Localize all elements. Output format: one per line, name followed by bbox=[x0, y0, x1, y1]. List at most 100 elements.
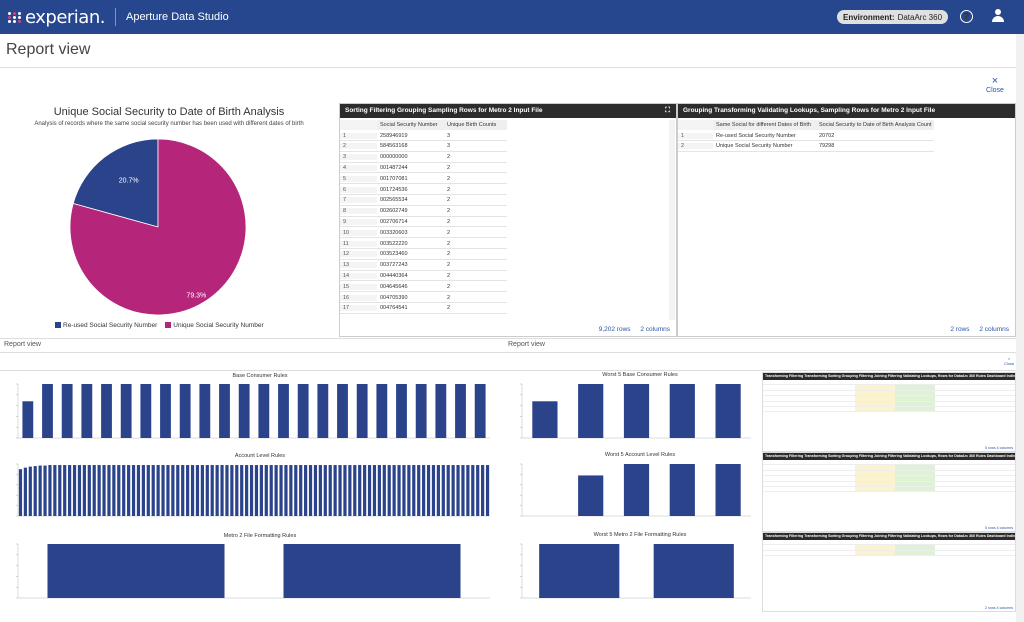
nested-close-button[interactable]: × Close bbox=[1004, 356, 1015, 366]
mini-table-row[interactable] bbox=[763, 460, 1015, 466]
bar[interactable] bbox=[435, 384, 447, 438]
bar[interactable] bbox=[33, 466, 37, 516]
mini-table-row[interactable] bbox=[763, 465, 1015, 471]
column-header[interactable]: Unique Birth Counts bbox=[444, 119, 507, 130]
bar[interactable] bbox=[22, 401, 34, 438]
bar[interactable] bbox=[461, 465, 465, 516]
bar[interactable] bbox=[205, 465, 209, 516]
bar[interactable] bbox=[269, 465, 273, 516]
bar[interactable] bbox=[333, 465, 337, 516]
bar[interactable] bbox=[455, 384, 466, 438]
bar[interactable] bbox=[195, 465, 200, 516]
table-row[interactable]: 6 001724536 2 bbox=[340, 185, 507, 195]
bar[interactable] bbox=[397, 465, 401, 516]
bar[interactable] bbox=[715, 384, 741, 438]
table-row[interactable]: 4 001487244 2 bbox=[340, 163, 507, 174]
table-row[interactable]: 11 003522220 2 bbox=[340, 239, 507, 249]
table-row[interactable]: 10 003320603 2 bbox=[340, 228, 507, 239]
bar[interactable] bbox=[254, 465, 259, 516]
table-row[interactable]: 13 003727243 2 bbox=[340, 261, 507, 271]
table-row[interactable]: 3 000000000 2 bbox=[340, 153, 507, 163]
bar[interactable] bbox=[279, 465, 283, 516]
bar[interactable] bbox=[264, 465, 268, 516]
mini-table-row[interactable] bbox=[763, 550, 1015, 557]
bar[interactable] bbox=[436, 465, 440, 516]
bar[interactable] bbox=[456, 465, 460, 516]
bar[interactable] bbox=[225, 465, 229, 516]
bar[interactable] bbox=[235, 465, 239, 516]
bar[interactable] bbox=[190, 465, 195, 516]
table-row[interactable]: 1 Re-used Social Security Number 20702 bbox=[678, 131, 934, 141]
bar[interactable] bbox=[120, 384, 132, 438]
table-row[interactable]: 2 584563168 3 bbox=[340, 142, 507, 152]
bar[interactable] bbox=[278, 384, 289, 438]
table-row[interactable]: 9 002706714 2 bbox=[340, 217, 507, 228]
bar[interactable] bbox=[407, 465, 411, 516]
bar[interactable] bbox=[47, 544, 225, 598]
bar[interactable] bbox=[623, 384, 650, 438]
bar[interactable] bbox=[28, 466, 32, 516]
bar[interactable] bbox=[289, 465, 293, 516]
bar[interactable] bbox=[376, 384, 388, 438]
mini-table-row[interactable] bbox=[763, 401, 1015, 407]
bar[interactable] bbox=[377, 465, 381, 516]
mini-table-row[interactable] bbox=[763, 390, 1015, 397]
bar[interactable] bbox=[112, 465, 116, 516]
mini-table-row[interactable] bbox=[763, 545, 1015, 551]
bar[interactable] bbox=[101, 384, 112, 438]
environment-badge[interactable]: Environment: DataArc 360 bbox=[837, 10, 949, 24]
bar[interactable] bbox=[58, 465, 62, 516]
bar[interactable] bbox=[338, 465, 342, 516]
bar[interactable] bbox=[669, 464, 695, 516]
bar[interactable] bbox=[23, 467, 27, 516]
bar[interactable] bbox=[136, 465, 141, 516]
bar[interactable] bbox=[77, 465, 82, 516]
bar[interactable] bbox=[412, 465, 416, 516]
bar[interactable] bbox=[337, 384, 348, 438]
legend-item-reused[interactable]: Re-used Social Security Number bbox=[55, 322, 157, 329]
bar[interactable] bbox=[284, 465, 288, 516]
bar[interactable] bbox=[485, 465, 490, 516]
bar[interactable] bbox=[532, 401, 558, 438]
experian-logo[interactable]: experian. bbox=[8, 7, 105, 28]
bar[interactable] bbox=[669, 384, 695, 438]
bar[interactable] bbox=[343, 465, 347, 516]
bar[interactable] bbox=[166, 465, 170, 516]
bar[interactable] bbox=[466, 465, 470, 516]
bar[interactable] bbox=[422, 465, 426, 516]
bar[interactable] bbox=[471, 465, 475, 516]
table-row[interactable]: 1 258946919 3 bbox=[340, 131, 507, 141]
pie-slice-reused[interactable] bbox=[72, 138, 159, 228]
bar[interactable] bbox=[141, 465, 145, 516]
bar[interactable] bbox=[42, 384, 53, 438]
bar[interactable] bbox=[230, 465, 234, 516]
bar[interactable] bbox=[481, 465, 485, 516]
table-row[interactable]: 8 002602749 2 bbox=[340, 207, 507, 217]
table-row[interactable]: 14 004440364 2 bbox=[340, 271, 507, 282]
bar[interactable] bbox=[53, 465, 57, 516]
page-scrollbar[interactable] bbox=[1016, 34, 1024, 622]
bar[interactable] bbox=[578, 384, 604, 438]
bar[interactable] bbox=[43, 465, 47, 516]
bar[interactable] bbox=[18, 469, 23, 516]
pie-slice-unique[interactable] bbox=[70, 138, 247, 316]
bar[interactable] bbox=[122, 465, 126, 516]
bar[interactable] bbox=[200, 465, 204, 516]
bar[interactable] bbox=[87, 465, 91, 516]
expand-icon[interactable]: ⛶ bbox=[665, 107, 670, 114]
table-row[interactable]: 7 002565534 2 bbox=[340, 196, 507, 206]
bar[interactable] bbox=[283, 544, 461, 598]
bar[interactable] bbox=[363, 465, 367, 516]
bar[interactable] bbox=[396, 384, 407, 438]
bar[interactable] bbox=[171, 465, 175, 516]
bar[interactable] bbox=[176, 465, 180, 516]
bar[interactable] bbox=[220, 465, 224, 516]
bar[interactable] bbox=[82, 465, 86, 516]
bar[interactable] bbox=[127, 465, 131, 516]
bar[interactable] bbox=[308, 465, 313, 516]
bar[interactable] bbox=[294, 465, 298, 516]
bar[interactable] bbox=[417, 465, 421, 516]
mini-table-row[interactable] bbox=[763, 396, 1015, 402]
bar[interactable] bbox=[92, 465, 96, 516]
bar[interactable] bbox=[715, 464, 741, 516]
